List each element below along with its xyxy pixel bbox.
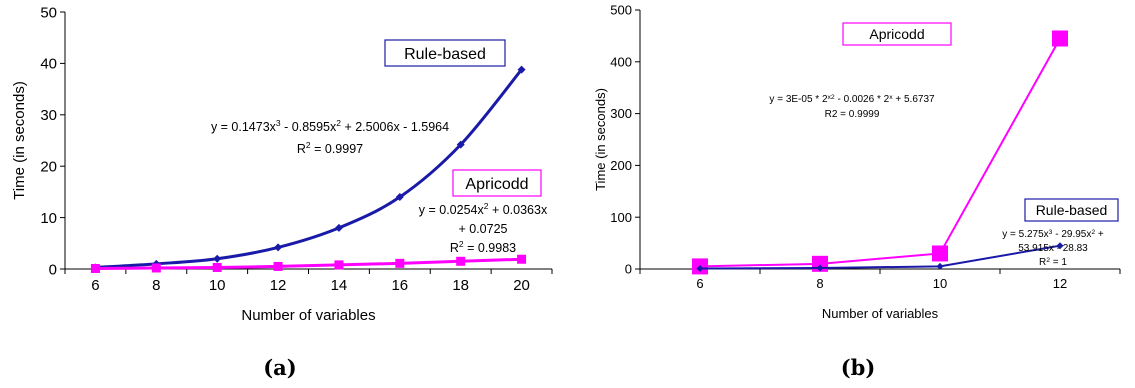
trendline-equation: R2 = 0.9999 — [825, 109, 880, 120]
series-rule-based — [696, 242, 1064, 272]
legend-apricodd: Apricodd — [452, 169, 542, 197]
legend-apricodd: Apricodd — [842, 22, 952, 46]
x-tick-label: 6 — [91, 277, 99, 294]
data-point — [395, 258, 405, 268]
data-point — [395, 193, 404, 202]
x-tick-label: 16 — [391, 277, 408, 294]
trendline-equation: R2 = 1 — [1039, 257, 1067, 269]
data-point — [936, 262, 944, 270]
x-axis-label: Number of variables — [241, 307, 375, 324]
y-tick-label: 30 — [40, 107, 57, 124]
x-tick-label: 14 — [331, 277, 348, 294]
y-tick-label: 50 — [40, 4, 57, 21]
panel-label: (b) — [841, 355, 876, 380]
series-line — [699, 38, 1061, 268]
data-point — [456, 140, 465, 149]
y-tick-label: 0 — [49, 261, 57, 278]
x-tick-label: 20 — [513, 277, 530, 294]
legend-box — [842, 22, 952, 46]
data-point — [213, 254, 222, 263]
series-rule-based — [91, 65, 526, 272]
y-axis-label: Time (in seconds) — [11, 81, 28, 200]
data-point — [334, 260, 344, 270]
y-tick-label: 400 — [610, 54, 632, 69]
data-point — [517, 65, 526, 74]
legend-box — [384, 39, 506, 67]
x-tick-label: 12 — [270, 277, 287, 294]
data-point — [696, 264, 704, 272]
legend-label: Rule-based — [1036, 202, 1108, 218]
data-point — [1056, 242, 1064, 250]
legend-rule-based: Rule-based — [384, 39, 506, 67]
y-axis-label: Time (in seconds) — [593, 88, 608, 191]
trendline-equation: R2 = 0.9983 — [450, 239, 516, 255]
trendline-equation: y = 0.1473x3 - 0.8595x2 + 2.5006x - 1.59… — [211, 118, 449, 134]
y-tick-label: 0 — [625, 262, 632, 277]
series-line — [95, 257, 522, 270]
trendline-equation: 53.915x - 28.83 — [1018, 243, 1088, 254]
legend-box — [1024, 198, 1119, 222]
y-tick-label: 40 — [40, 56, 57, 73]
y-tick-label: 500 — [610, 3, 632, 18]
chart-panel-b: 0 100 200 300 400 500 6 8 10 12 Number of variable… — [593, 3, 1121, 380]
legend-label: Apricodd — [869, 26, 924, 42]
data-point — [274, 243, 283, 252]
data-point — [1052, 30, 1068, 47]
legend-label: Rule-based — [404, 46, 486, 63]
data-point — [816, 264, 824, 272]
x-tick-label: 12 — [1053, 276, 1067, 291]
x-tick-label: 8 — [152, 277, 160, 294]
y-tick-label: 20 — [40, 158, 57, 175]
x-tick-label: 8 — [816, 276, 823, 291]
x-tick-label: 6 — [696, 276, 703, 291]
legend-box — [452, 169, 542, 197]
data-point — [273, 261, 283, 271]
x-axis-label: Number of variables — [822, 306, 939, 321]
chart-panel-a: 0 10 20 30 40 50 6 8 10 12 14 16 18 20 Number of varia… — [11, 4, 553, 380]
x-tick-label: 10 — [209, 277, 226, 294]
data-point — [151, 263, 161, 273]
data-point — [932, 245, 948, 262]
data-point — [517, 254, 527, 264]
trendline-equation: y = 0.0254x2 + 0.0363x — [419, 201, 548, 217]
y-tick-label: 300 — [610, 106, 632, 121]
panel-label: (a) — [263, 355, 296, 380]
x-tick-label: 10 — [933, 276, 947, 291]
data-point — [212, 262, 222, 272]
y-tick-label: 200 — [610, 158, 632, 173]
trendline-equation: y = 3E-05 * 2x2 - 0.0026 * 2x + 5.6737 — [769, 94, 935, 106]
series-apricodd — [90, 254, 527, 273]
trendline-equation: y = 5.275x3 - 29.95x2 + — [1002, 229, 1104, 241]
data-point — [334, 223, 343, 232]
data-point — [456, 256, 466, 266]
legend-label: Apricodd — [465, 176, 528, 193]
y-tick-label: 100 — [610, 210, 632, 225]
x-tick-label: 18 — [452, 277, 469, 294]
trendline-equation: + 0.0725 — [458, 222, 507, 236]
data-point — [90, 263, 100, 273]
series-line — [699, 244, 1061, 270]
legend-rule-based: Rule-based — [1024, 198, 1119, 222]
y-tick-label: 10 — [40, 210, 57, 227]
trendline-equation: R2 = 0.9997 — [297, 140, 363, 156]
series-line — [95, 68, 523, 269]
